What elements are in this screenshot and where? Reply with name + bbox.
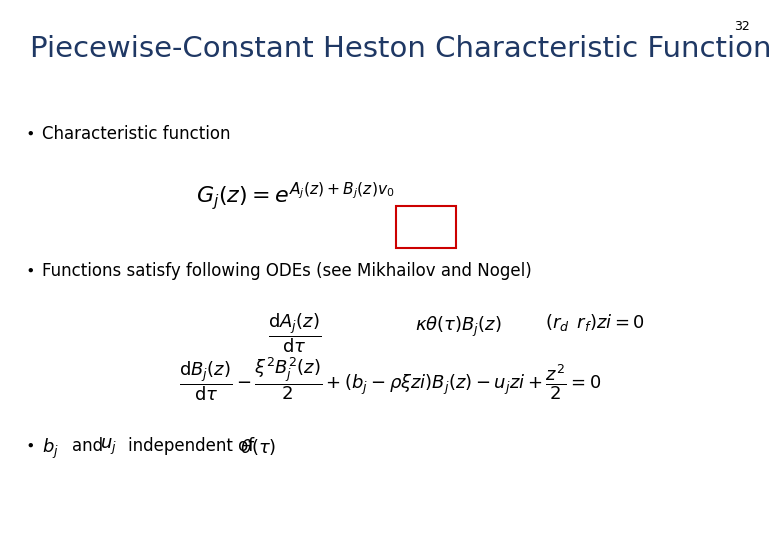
Text: $\bullet$: $\bullet$ bbox=[25, 262, 34, 277]
Text: $\bullet$: $\bullet$ bbox=[25, 437, 34, 452]
Text: $\theta(\tau)$: $\theta(\tau)$ bbox=[240, 437, 276, 457]
Text: $\bullet$: $\bullet$ bbox=[25, 125, 34, 140]
Text: $\kappa\theta(\tau)B_j(z)$: $\kappa\theta(\tau)B_j(z)$ bbox=[415, 315, 502, 339]
Text: Piecewise-Constant Heston Characteristic Function: Piecewise-Constant Heston Characteristic… bbox=[30, 35, 771, 63]
Text: $\dfrac{\mathrm{d}B_j(z)}{\mathrm{d}\tau} - \dfrac{\xi^2 B_j^2(z)}{2} + (b_j - \: $\dfrac{\mathrm{d}B_j(z)}{\mathrm{d}\tau… bbox=[179, 355, 601, 403]
Text: 32: 32 bbox=[734, 20, 750, 33]
Text: $b_j$: $b_j$ bbox=[42, 437, 59, 461]
Text: independent of: independent of bbox=[128, 437, 254, 455]
Text: $u_j$: $u_j$ bbox=[100, 437, 117, 457]
Text: Characteristic function: Characteristic function bbox=[42, 125, 231, 143]
Text: $\dfrac{\mathrm{d}A_j(z)}{\mathrm{d}\tau}$: $\dfrac{\mathrm{d}A_j(z)}{\mathrm{d}\tau… bbox=[268, 312, 321, 355]
Text: $G_j(z) = e^{A_j(z)+B_j(z)v_0}$: $G_j(z) = e^{A_j(z)+B_j(z)v_0}$ bbox=[196, 180, 395, 212]
Text: and: and bbox=[72, 437, 103, 455]
Text: $(r_d \enspace r_f)zi = 0$: $(r_d \enspace r_f)zi = 0$ bbox=[545, 312, 644, 333]
Text: Functions satisfy following ODEs (see Mikhailov and Nogel): Functions satisfy following ODEs (see Mi… bbox=[42, 262, 532, 280]
